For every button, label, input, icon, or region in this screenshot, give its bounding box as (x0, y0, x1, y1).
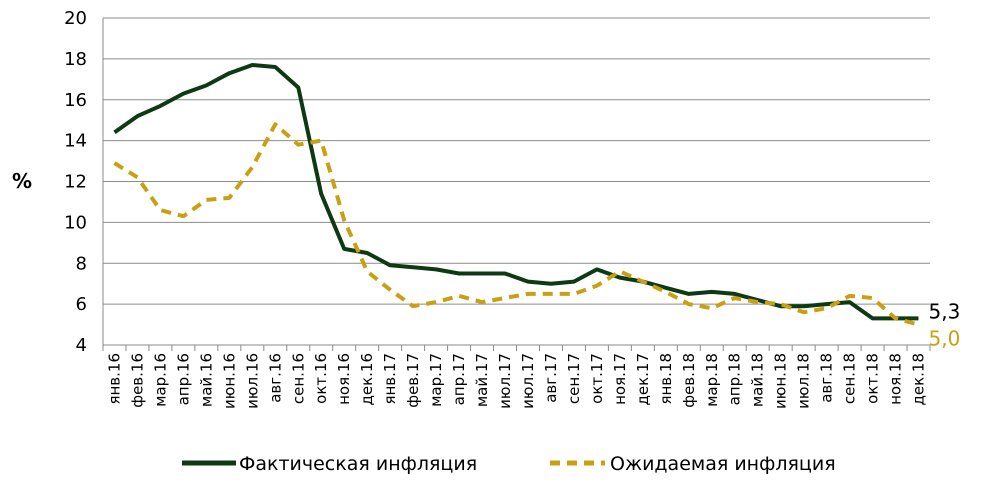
y-tick-label: 10 (64, 212, 87, 233)
x-tick-label: июл.17 (519, 353, 537, 409)
x-tick-label: окт.18 (864, 353, 882, 404)
x-tick-label: май.17 (473, 353, 491, 407)
x-tick-label: сен.17 (565, 353, 583, 404)
x-tick-label: ноя.17 (611, 353, 629, 405)
x-tick-label: дек.16 (358, 353, 376, 406)
x-tick-label: июл.17 (496, 353, 514, 409)
x-tick-label: авг.18 (818, 353, 836, 403)
y-tick-label: 8 (76, 253, 87, 274)
x-tick-label: апр.17 (450, 353, 468, 405)
x-tick-label: фев.17 (404, 353, 422, 408)
series-lines (113, 63, 920, 327)
x-tick-label: май.18 (749, 353, 767, 407)
x-tick-label: янв.16 (105, 353, 123, 405)
x-tick-label: фев.16 (128, 353, 146, 408)
x-tick-label: авг.16 (266, 353, 284, 403)
legend: Фактическая инфляция Ожидаемая инфляция (182, 453, 836, 475)
series-line-actual (113, 63, 919, 321)
x-tick-label: окт.16 (312, 353, 330, 404)
x-tick-label: янв.17 (381, 353, 399, 405)
end-label: 5,0 (929, 327, 961, 351)
x-tick-label: мар.16 (151, 353, 169, 407)
x-tick-label: сен.16 (289, 353, 307, 404)
x-tick-label: фев.18 (680, 353, 698, 408)
y-axis-label: % (12, 169, 32, 193)
y-tick-label: 14 (64, 131, 87, 152)
x-tick-label: ноя.16 (335, 353, 353, 405)
x-tick-label: июн.18 (772, 353, 790, 409)
x-tick-label: мар.17 (427, 353, 445, 407)
end-labels: 5,35,0 (929, 299, 961, 350)
legend-label: Ожидаемая инфляция (610, 453, 836, 475)
x-tick-label: авг.17 (542, 353, 560, 403)
end-label: 5,3 (929, 299, 961, 323)
series-line-expected (113, 122, 920, 327)
x-tick-label: июн.16 (220, 353, 238, 409)
gridlines (103, 17, 930, 305)
x-tick-label: июл.18 (795, 353, 813, 409)
x-tick-label: янв.18 (657, 353, 675, 405)
x-tick-label: апр.16 (174, 353, 192, 405)
y-tick-label: 20 (64, 8, 87, 29)
y-tick-labels: 4 6 8 10 12 14 16 18 20 (64, 8, 87, 356)
x-tick-label: окт.17 (588, 353, 606, 404)
y-tick-label: 12 (64, 172, 87, 193)
x-tick-label: май.16 (197, 353, 215, 407)
x-tick-labels: янв.16 фев.16 мар.16 апр.16 май.16 июн.16 июл.… (102, 345, 931, 409)
x-tick-label: апр.18 (726, 353, 744, 405)
x-tick-label: дек.18 (910, 353, 928, 406)
y-tick-label: 16 (64, 90, 87, 111)
y-tick-label: 4 (76, 335, 87, 356)
x-tick-label: мар.18 (703, 353, 721, 407)
x-tick-label: дек.17 (634, 353, 652, 406)
x-tick-label: июл.16 (243, 353, 261, 409)
y-tick-label: 18 (64, 49, 87, 70)
x-tick-label: сен.18 (841, 353, 859, 404)
x-tick-label: ноя.18 (887, 353, 905, 405)
legend-label: Фактическая инфляция (239, 453, 477, 475)
y-tick-label: 6 (76, 294, 87, 315)
